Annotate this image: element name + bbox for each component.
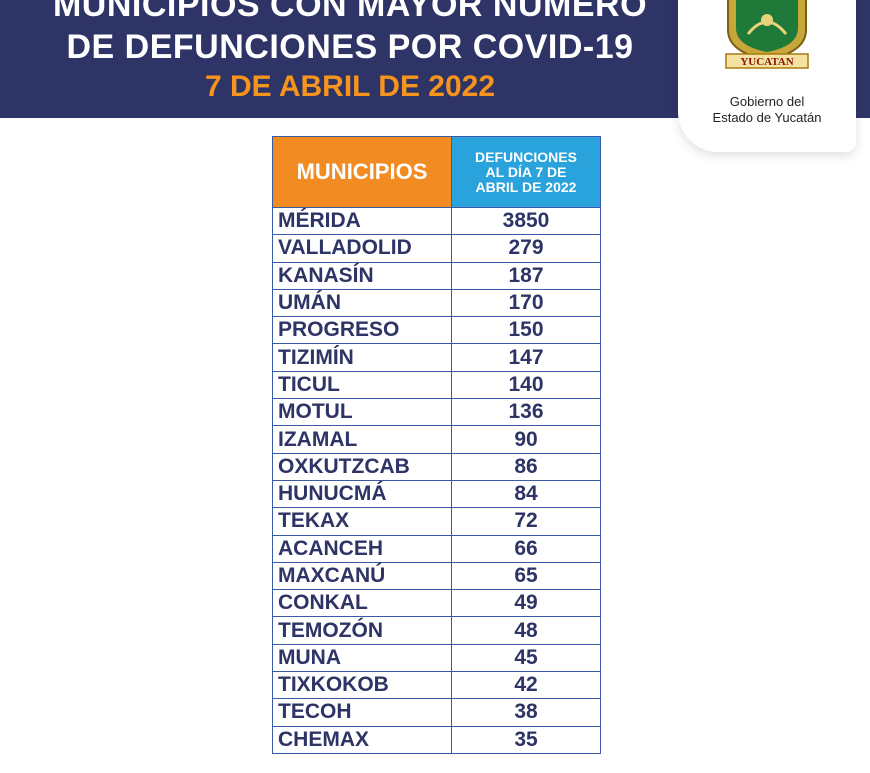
table-row: MOTUL 136: [272, 398, 601, 427]
table-row: CHEMAX 35: [272, 725, 601, 754]
municipio-cell: UMÁN: [272, 288, 452, 318]
municipio-cell: MÉRIDA: [272, 206, 452, 236]
government-logo-card: YUCATAN Gobierno del Estado de Yucatán: [678, 0, 856, 152]
municipio-cell: TIXKOKOB: [272, 671, 452, 700]
table-row: VALLADOLID 279: [272, 234, 601, 263]
municipio-cell: VALLADOLID: [272, 234, 452, 263]
header-defunciones: DEFUNCIONES AL DÍA 7 DE ABRIL DE 2022: [451, 136, 601, 208]
table-row: TEKAX 72: [272, 507, 601, 536]
defunciones-cell: 136: [451, 398, 601, 427]
table-row: PROGRESO 150: [272, 316, 601, 345]
table-row: IZAMAL 90: [272, 425, 601, 454]
municipio-cell: KANASÍN: [272, 261, 452, 290]
municipio-cell: TEMOZÓN: [272, 616, 452, 645]
header-municipios: MUNICIPIOS: [272, 136, 452, 208]
logo-text-line-1: Gobierno del: [729, 94, 805, 109]
table-row: TECOH 38: [272, 698, 601, 727]
title-line-2: DE DEFUNCIONES POR COVID-19: [66, 28, 634, 66]
defunciones-cell: 147: [451, 343, 601, 372]
municipio-cell: TECOH: [272, 698, 452, 727]
header-defunciones-line-1: DEFUNCIONES: [475, 148, 577, 165]
table-body: MÉRIDA 3850 VALLADOLID 279 KANASÍN 187 UMÁN…: [272, 206, 601, 754]
defunciones-cell: 45: [451, 643, 601, 673]
table-row: TEMOZÓN 48: [272, 616, 601, 645]
municipio-cell: OXKUTZCAB: [272, 452, 452, 481]
defunciones-cell: 42: [451, 671, 601, 700]
municipio-cell: MUNA: [272, 643, 452, 673]
defunciones-cell: 187: [451, 261, 601, 290]
defunciones-cell: 150: [451, 316, 601, 345]
svg-text:YUCATAN: YUCATAN: [740, 56, 793, 68]
municipio-cell: MAXCANÚ: [272, 561, 452, 591]
municipio-cell: HUNUCMÁ: [272, 479, 452, 509]
defunciones-cell: 90: [451, 425, 601, 454]
table-row: KANASÍN 187: [272, 261, 601, 290]
table-row: ACANCEH 66: [272, 534, 601, 563]
table-row: TIZIMÍN 147: [272, 343, 601, 372]
defunciones-cell: 49: [451, 589, 601, 618]
table-row: OXKUTZCAB 86: [272, 452, 601, 481]
deaths-table-container: MUNICIPIOS DEFUNCIONES AL DÍA 7 DE ABRIL…: [272, 136, 601, 754]
table-row: MÉRIDA 3850: [272, 206, 601, 236]
defunciones-cell: 66: [451, 534, 601, 563]
defunciones-cell: 35: [451, 725, 601, 754]
municipio-cell: IZAMAL: [272, 425, 452, 454]
defunciones-cell: 170: [451, 288, 601, 318]
defunciones-cell: 86: [451, 452, 601, 481]
table-row: TICUL 140: [272, 370, 601, 400]
table-header-row: MUNICIPIOS DEFUNCIONES AL DÍA 7 DE ABRIL…: [272, 136, 601, 208]
defunciones-cell: 38: [451, 698, 601, 727]
defunciones-cell: 3850: [451, 206, 601, 236]
defunciones-cell: 84: [451, 479, 601, 509]
municipio-cell: ACANCEH: [272, 534, 452, 563]
table-row: UMÁN 170: [272, 288, 601, 318]
header-defunciones-line-2: AL DÍA 7 DE: [485, 163, 567, 180]
deaths-table: MUNICIPIOS DEFUNCIONES AL DÍA 7 DE ABRIL…: [272, 136, 601, 754]
table-row: TIXKOKOB 42: [272, 671, 601, 700]
defunciones-cell: 65: [451, 561, 601, 591]
municipio-cell: TIZIMÍN: [272, 343, 452, 372]
defunciones-cell: 140: [451, 370, 601, 400]
title-line-1: MUNICIPIOS CON MAYOR NÚMERO: [52, 0, 648, 24]
header-defunciones-line-3: ABRIL DE 2022: [475, 178, 577, 195]
report-date: 7 DE ABRIL DE 2022: [204, 70, 496, 103]
municipio-cell: TEKAX: [272, 507, 452, 536]
logo-text-line-2: Estado de Yucatán: [712, 110, 822, 125]
yucatan-seal-icon: YUCATAN: [725, 0, 809, 69]
table-row: HUNUCMÁ 84: [272, 479, 601, 509]
municipio-cell: TICUL: [272, 370, 452, 400]
defunciones-cell: 48: [451, 616, 601, 645]
table-row: MAXCANÚ 65: [272, 561, 601, 591]
municipio-cell: CHEMAX: [272, 725, 452, 754]
defunciones-cell: 72: [451, 507, 601, 536]
municipio-cell: MOTUL: [272, 398, 452, 427]
table-row: CONKAL 49: [272, 589, 601, 618]
table-row: MUNA 45: [272, 643, 601, 673]
municipio-cell: CONKAL: [272, 589, 452, 618]
defunciones-cell: 279: [451, 234, 601, 263]
municipio-cell: PROGRESO: [272, 316, 452, 345]
